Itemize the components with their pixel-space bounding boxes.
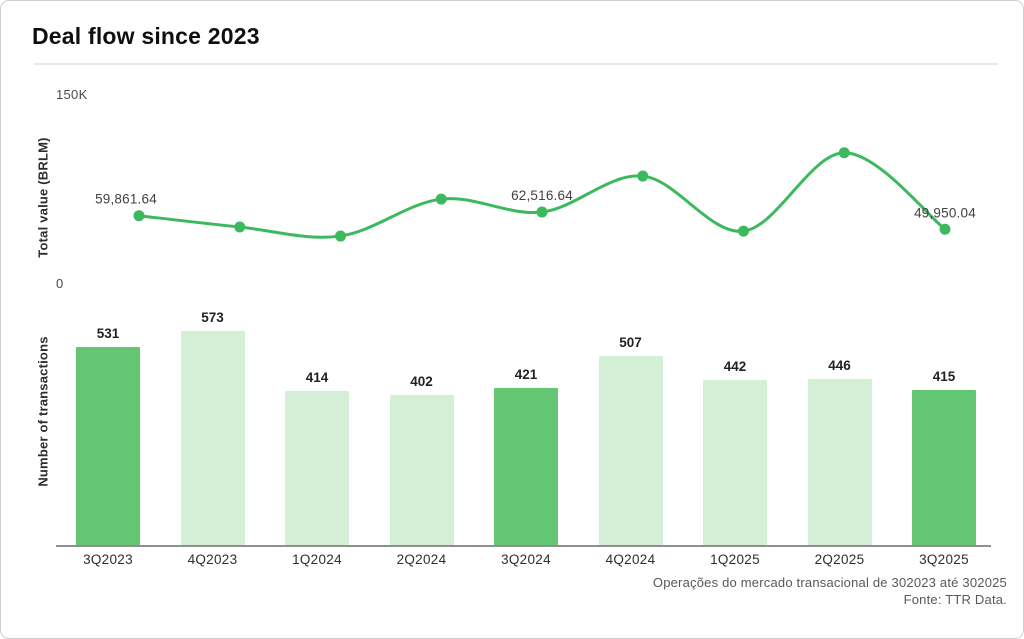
bar-3Q2023 [76, 346, 140, 546]
x-tick-label-2Q2025: 2Q2025 [814, 552, 865, 567]
data-point-3Q2023 [133, 210, 145, 222]
y-tick-0: 0 [56, 276, 64, 291]
chart-footer: Operações do mercado transacional de 302… [653, 574, 1007, 608]
x-tick-label-2Q2024: 2Q2024 [396, 552, 447, 567]
data-point-4Q2023 [234, 221, 246, 233]
x-tick-label-3Q2024: 3Q2024 [501, 552, 551, 567]
x-tick-label-4Q2024: 4Q2024 [605, 552, 656, 567]
x-tick-label-3Q2025: 3Q2025 [919, 552, 969, 567]
chart-title: Deal flow since 2023 [32, 23, 260, 49]
data-point-3Q2025 [939, 223, 951, 235]
x-axis-line [56, 545, 991, 547]
y-axis-label-transactions: Number of transactions [35, 336, 51, 487]
bar-3Q2025 [912, 390, 976, 546]
data-point-2Q2025 [838, 147, 850, 159]
data-point-1Q2024 [335, 230, 346, 242]
bar-2Q2024 [389, 395, 454, 546]
x-tick-label-1Q2025: 1Q2025 [710, 552, 760, 567]
point-label-3Q2024: 62,516.64 [511, 188, 573, 203]
bar-1Q2024 [285, 390, 349, 546]
bar-value-label-1Q2024: 414 [305, 369, 329, 385]
bar-value-label-3Q2025: 415 [932, 369, 956, 385]
y-tick-150k: 150K [56, 87, 88, 102]
footer-caption: Operações do mercado transacional de 302… [652, 575, 1007, 590]
bar-value-label-4Q2024: 507 [619, 334, 642, 350]
data-point-1Q2025 [738, 225, 749, 237]
bar-4Q2024 [598, 355, 663, 546]
x-tick-label-1Q2024: 1Q2024 [292, 552, 342, 567]
bar-2Q2025 [807, 378, 872, 546]
bar-1Q2025 [703, 380, 767, 546]
x-tick-label-4Q2023: 4Q2023 [187, 552, 238, 567]
bar-4Q2023 [180, 331, 245, 546]
bar-value-label-3Q2024: 421 [514, 367, 538, 383]
x-tick-label-3Q2023: 3Q2023 [83, 552, 133, 567]
point-label-3Q2023: 59,861.64 [95, 192, 157, 207]
data-point-3Q2024 [536, 206, 548, 218]
bar-value-label-2Q2025: 446 [828, 357, 851, 373]
title-divider [34, 63, 998, 65]
data-point-4Q2024 [637, 170, 649, 182]
bar-value-label-1Q2025: 442 [723, 359, 747, 375]
point-label-3Q2025: 49,950.04 [914, 205, 976, 220]
bar-3Q2024 [494, 388, 558, 546]
data-point-2Q2024 [435, 193, 447, 205]
bar-value-label-3Q2023: 531 [96, 325, 120, 341]
bar-value-label-2Q2024: 402 [410, 374, 433, 390]
footer-source: Fonte: TTR Data. [903, 592, 1007, 607]
y-axis-label-total-value: Total value (BRLM) [35, 137, 51, 258]
line-series [138, 151, 946, 239]
bar-value-label-4Q2023: 573 [201, 310, 224, 325]
